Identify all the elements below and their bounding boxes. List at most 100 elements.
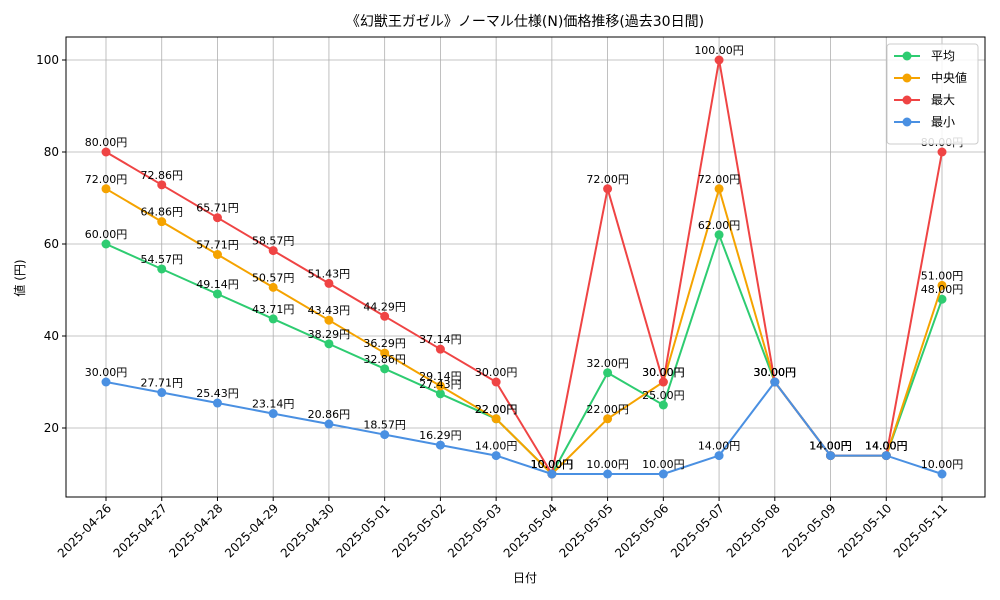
legend-label: 最小 [931, 115, 955, 129]
y-tick-label: 80 [44, 145, 59, 159]
data-point [658, 400, 668, 410]
data-label: 27.71円 [140, 377, 183, 390]
data-label: 22.00円 [475, 403, 518, 416]
data-point [380, 430, 390, 440]
data-label: 43.43円 [308, 304, 351, 317]
data-label: 50.57円 [252, 271, 295, 284]
data-point [491, 377, 501, 387]
data-label: 22.00円 [475, 403, 518, 416]
grid [66, 37, 985, 497]
data-point [324, 278, 334, 288]
data-label: 20.86円 [308, 408, 351, 421]
data-point [157, 180, 167, 190]
data-label: 62.00円 [698, 219, 741, 232]
data-label: 14.00円 [475, 440, 518, 453]
data-label: 80.00円 [85, 136, 128, 149]
data-label: 44.29円 [363, 300, 406, 313]
y-tick-label: 60 [44, 237, 59, 251]
data-label: 27.43円 [419, 378, 462, 391]
data-label: 32.00円 [586, 357, 629, 370]
data-point [937, 280, 947, 290]
data-point [714, 55, 724, 65]
data-label: 30.00円 [754, 366, 797, 379]
data-point [157, 388, 167, 398]
data-label: 18.57円 [363, 419, 406, 432]
data-label: 51.00円 [921, 269, 964, 282]
data-point [268, 246, 278, 256]
data-point [324, 339, 334, 349]
data-label: 60.00円 [85, 228, 128, 241]
data-label: 54.57円 [140, 253, 183, 266]
data-point [491, 451, 501, 461]
legend-item: 最大 [894, 93, 955, 107]
data-label: 10.00円 [531, 458, 574, 471]
data-point [101, 239, 111, 249]
data-label: 14.00円 [865, 440, 908, 453]
legend-marker [902, 95, 912, 105]
data-label: 10.00円 [531, 458, 574, 471]
data-label: 14.00円 [809, 440, 852, 453]
data-label: 14.00円 [865, 440, 908, 453]
data-label: 30.00円 [85, 366, 128, 379]
data-label: 72.00円 [698, 173, 741, 186]
data-point [101, 147, 111, 157]
data-label: 30.00円 [642, 366, 685, 379]
data-label: 72.00円 [586, 173, 629, 186]
legend-item: 平均 [894, 49, 955, 63]
y-axis-label: 値 (円) [12, 259, 27, 296]
data-point [268, 314, 278, 324]
data-point [547, 469, 557, 479]
data-label: 10.00円 [531, 458, 574, 471]
data-point [603, 469, 613, 479]
y-tick-label: 20 [44, 421, 59, 435]
data-point [937, 147, 947, 157]
data-point [714, 451, 724, 461]
data-label: 30.00円 [754, 366, 797, 379]
data-label: 58.57円 [252, 235, 295, 248]
data-label: 51.43円 [308, 267, 351, 280]
data-label: 100.00円 [694, 44, 744, 57]
data-point [435, 381, 445, 391]
data-label: 64.86円 [140, 206, 183, 219]
data-point [324, 315, 334, 325]
data-label: 14.00円 [809, 440, 852, 453]
data-point [157, 217, 167, 227]
data-label: 10.00円 [921, 458, 964, 471]
x-axis-label: 日付 [513, 571, 537, 585]
data-point [157, 264, 167, 274]
data-label: 32.86円 [363, 353, 406, 366]
data-point [937, 469, 947, 479]
data-label: 57.71円 [196, 239, 239, 252]
data-label: 30.00円 [754, 366, 797, 379]
data-point [435, 389, 445, 399]
data-label: 14.00円 [865, 440, 908, 453]
data-label: 38.29円 [308, 328, 351, 341]
data-label: 25.00円 [642, 389, 685, 402]
series-line [105, 381, 943, 475]
data-label: 48.00円 [921, 283, 964, 296]
data-label: 14.00円 [865, 440, 908, 453]
legend-marker [902, 51, 912, 61]
data-label: 36.29円 [363, 337, 406, 350]
legend-item: 最小 [894, 115, 955, 129]
legend-label: 最大 [931, 93, 955, 107]
data-label: 10.00円 [586, 458, 629, 471]
data-point [603, 368, 613, 378]
data-point [212, 398, 222, 408]
series-layer [101, 55, 947, 479]
data-label: 14.00円 [809, 440, 852, 453]
legend-marker [902, 73, 912, 83]
data-label: 23.14円 [252, 398, 295, 411]
data-label: 10.00円 [642, 458, 685, 471]
legend-label: 中央値 [931, 70, 967, 85]
data-point [770, 377, 780, 387]
series-4 [101, 377, 947, 479]
chart-title: 《幻獣王ガゼル》ノーマル仕様(N)価格推移(過去30日間) [346, 14, 704, 30]
data-label: 22.00円 [586, 403, 629, 416]
data-point [101, 377, 111, 387]
y-tick-label: 100 [36, 53, 59, 67]
data-point [603, 414, 613, 424]
